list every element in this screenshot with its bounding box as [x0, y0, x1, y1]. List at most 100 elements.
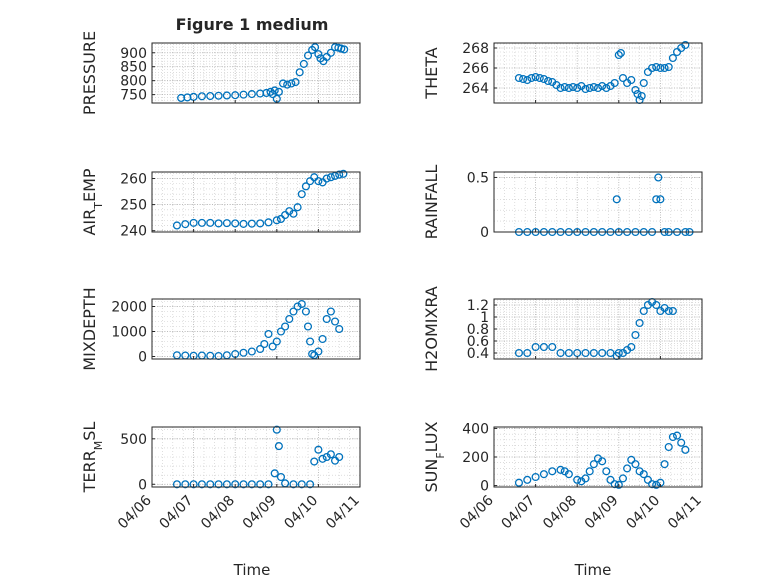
- data-point: [272, 337, 281, 346]
- data-point: [560, 82, 569, 92]
- data-point: [314, 177, 323, 186]
- data-point: [306, 480, 315, 489]
- y-tick-label: 900: [120, 46, 147, 62]
- data-point: [664, 442, 673, 452]
- data-point: [672, 47, 682, 57]
- data-point: [239, 348, 248, 357]
- axes-box: [493, 426, 703, 488]
- data-point: [623, 464, 632, 473]
- data-point: [181, 220, 190, 229]
- y-tick-label: 0: [138, 350, 147, 366]
- data-point: [206, 91, 215, 101]
- data-point: [264, 329, 273, 339]
- axes-box: [493, 42, 703, 104]
- y-axis-label: H2OMIXRA: [422, 286, 441, 372]
- data-point: [648, 63, 657, 73]
- y-tick-label: 266: [462, 61, 489, 77]
- data-point: [247, 347, 256, 356]
- x-axis-label-right: Time: [574, 561, 612, 579]
- data-point: [681, 40, 690, 50]
- data-point: [222, 480, 231, 489]
- data-point: [581, 348, 590, 358]
- data-point: [598, 348, 607, 358]
- data-point: [260, 339, 269, 349]
- y-tick-label: 800: [120, 74, 147, 90]
- data-point: [206, 218, 215, 227]
- y-axis-label: MIXDEPTH: [80, 287, 99, 370]
- y-tick-label: 0.8: [467, 322, 489, 338]
- data-point: [523, 75, 532, 85]
- y-tick-label: 0.5: [467, 170, 489, 186]
- data-point: [610, 78, 619, 88]
- y-tick-label: 1.2: [467, 298, 489, 314]
- data-point: [283, 80, 292, 89]
- data-point: [681, 445, 690, 454]
- data-point: [581, 474, 590, 483]
- data-point: [314, 347, 323, 356]
- data-point: [272, 216, 281, 225]
- data-point: [631, 85, 640, 95]
- data-point: [668, 432, 677, 442]
- data-point: [222, 219, 231, 228]
- data-point: [585, 467, 594, 476]
- axes-box: [151, 42, 361, 104]
- data-point: [256, 344, 265, 354]
- y-axis-label: PRESSURE: [80, 31, 99, 115]
- data-point: [637, 91, 646, 101]
- figure-title: Figure 1 medium: [176, 15, 329, 34]
- data-point: [326, 307, 335, 316]
- y-tick-label: 250: [120, 198, 147, 214]
- data-point: [214, 219, 223, 228]
- data-point: [668, 306, 677, 316]
- y-tick-label: 1: [480, 310, 489, 326]
- axes-box: [493, 298, 703, 360]
- axes-box: [151, 426, 361, 488]
- y-tick-label: 0.4: [467, 346, 489, 362]
- data-point: [639, 306, 648, 316]
- data-point: [303, 322, 313, 331]
- data-point: [239, 90, 248, 99]
- data-point: [618, 73, 628, 83]
- data-point: [281, 322, 290, 331]
- data-point: [606, 475, 615, 484]
- data-point: [672, 431, 682, 440]
- data-point: [593, 83, 603, 93]
- y-tick-label: 260: [120, 172, 147, 188]
- data-point: [287, 79, 296, 88]
- data-point: [276, 327, 286, 336]
- data-point: [335, 452, 344, 462]
- data-point: [297, 480, 306, 489]
- data-point: [299, 59, 308, 68]
- data-point: [539, 342, 548, 352]
- y-axis-label: SUNFLUX: [422, 421, 447, 492]
- data-point: [181, 480, 190, 489]
- data-point: [589, 82, 598, 92]
- data-point: [276, 472, 286, 482]
- data-point: [289, 209, 298, 218]
- data-point: [326, 48, 335, 57]
- data-point: [643, 67, 652, 77]
- data-point: [654, 173, 663, 182]
- data-point: [585, 83, 594, 93]
- data-point: [264, 480, 273, 489]
- data-point: [301, 307, 310, 316]
- data-point: [523, 348, 532, 358]
- data-point: [231, 219, 240, 228]
- data-point: [256, 480, 265, 489]
- data-point: [652, 62, 661, 72]
- data-point: [612, 195, 621, 204]
- y-axis-label: TERRMSL: [80, 422, 105, 494]
- data-point: [293, 302, 302, 311]
- data-point: [297, 299, 306, 309]
- data-point: [172, 221, 182, 230]
- data-point: [274, 442, 283, 451]
- y-tick-label: 2000: [111, 300, 147, 316]
- data-point: [548, 342, 557, 352]
- y-tick-label: 0: [480, 225, 489, 241]
- data-point: [322, 174, 331, 183]
- data-point: [568, 82, 578, 92]
- data-point: [318, 334, 327, 344]
- subplot-rainfall: 0 0.5 RAINFALL: [422, 165, 703, 241]
- data-point: [239, 480, 248, 489]
- data-point: [639, 470, 648, 479]
